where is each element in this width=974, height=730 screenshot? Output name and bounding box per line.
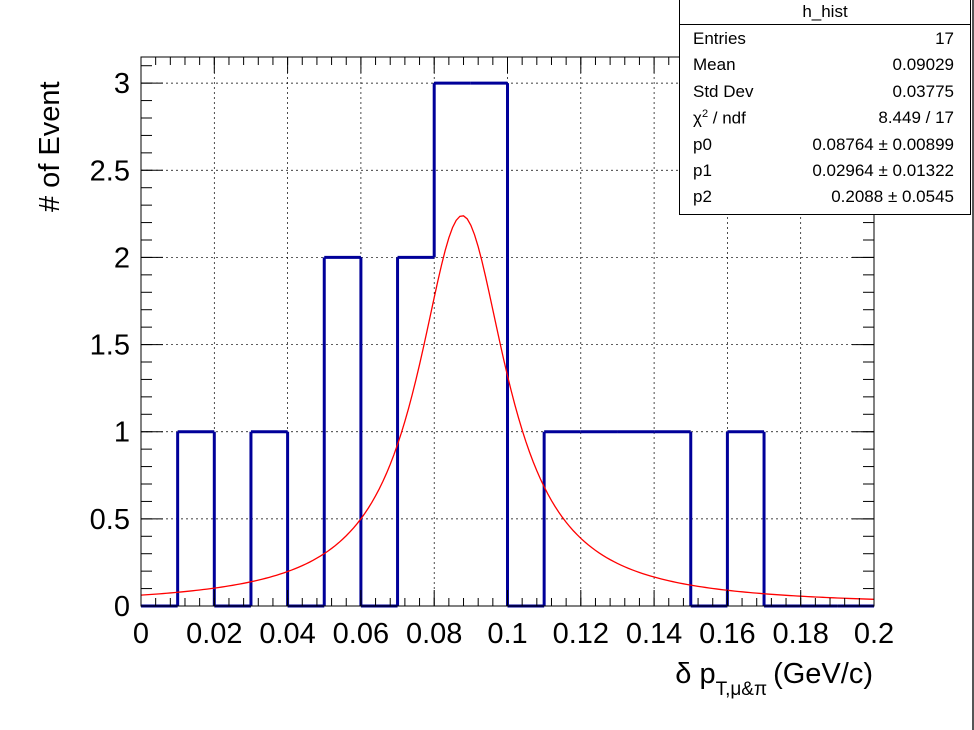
x-axis-title-subscript: T,μ&π: [716, 679, 768, 700]
stats-label: χ2 / ndf: [693, 108, 746, 129]
x-tick-label: 0.02: [186, 618, 242, 650]
stats-label: p1: [693, 160, 712, 180]
x-tick-label: 0.14: [626, 618, 682, 650]
y-tick-label: 0: [114, 591, 130, 623]
stats-label: p2: [693, 187, 712, 207]
x-axis-title-main: δ p: [675, 658, 715, 690]
x-tick-label: 0.08: [406, 618, 462, 650]
stats-box: h_hist Entries 17 Mean 0.09029 Std Dev 0…: [679, 0, 971, 215]
x-tick-label: 0.1: [487, 618, 527, 650]
x-tick-label: 0.16: [699, 618, 755, 650]
y-tick-labels: 0 0.5 1 1.5 2 2.5 3: [90, 68, 130, 623]
stats-value: 0.09029: [892, 55, 954, 75]
x-tick-label: 0.12: [553, 618, 609, 650]
stats-row-chi2: χ2 / ndf 8.449 / 17: [680, 104, 970, 130]
stats-value: 17: [935, 29, 954, 48]
x-tick-label: 0.2: [854, 618, 894, 650]
stats-title: h_hist: [680, 0, 970, 25]
stats-value: 0.03775: [892, 81, 954, 101]
stats-label: Mean: [693, 55, 736, 75]
stats-row-p0: p0 0.08764 ± 0.00899: [680, 131, 970, 157]
x-axis-title-unit: (GeV/c): [773, 658, 873, 690]
stats-label: Entries: [693, 29, 746, 48]
stats-row-entries: Entries 17: [680, 25, 970, 51]
histogram-series: [141, 81, 874, 608]
stats-value: 8.449 / 17: [878, 108, 954, 128]
x-tick-label: 0.06: [333, 618, 389, 650]
fit-curve: [140, 215, 875, 600]
x-axis-title: δ pT,μ&π (GeV/c): [675, 658, 873, 700]
stats-row-p1: p1 0.02964 ± 0.01322: [680, 157, 970, 183]
stats-label: Std Dev: [693, 81, 754, 101]
fit-curve-series: [140, 215, 875, 600]
x-tick-label: 0.18: [772, 618, 828, 650]
y-tick-label: 2: [114, 242, 130, 274]
x-tick-label: 0: [133, 618, 149, 650]
y-tick-label: 3: [114, 68, 130, 100]
stats-row-p2: p2 0.2088 ± 0.0545: [680, 183, 970, 209]
y-tick-label: 2.5: [90, 155, 130, 187]
window-edge: [972, 0, 974, 730]
stats-value: 0.02964 ± 0.01322: [812, 160, 954, 180]
y-tick-label: 0.5: [90, 504, 130, 536]
x-tick-label: 0.04: [259, 618, 315, 650]
y-tick-label: 1.5: [90, 330, 130, 362]
stats-value: 0.08764 ± 0.00899: [812, 134, 954, 154]
chi-superscript: 2: [701, 108, 709, 121]
stats-row-stddev: Std Dev 0.03775: [680, 78, 970, 104]
x-tick-labels: 0 0.02 0.04 0.06 0.08 0.1 0.12 0.14 0.16 0.18 0.2: [133, 618, 894, 650]
chi-symbol: χ: [693, 108, 702, 128]
y-axis-title: # of Event: [34, 81, 66, 212]
ndf-label: / ndf: [708, 108, 746, 128]
y-tick-label: 1: [114, 417, 130, 449]
stats-label: p0: [693, 134, 712, 154]
stats-value: 0.2088 ± 0.0545: [831, 187, 954, 207]
stats-row-mean: Mean 0.09029: [680, 51, 970, 77]
